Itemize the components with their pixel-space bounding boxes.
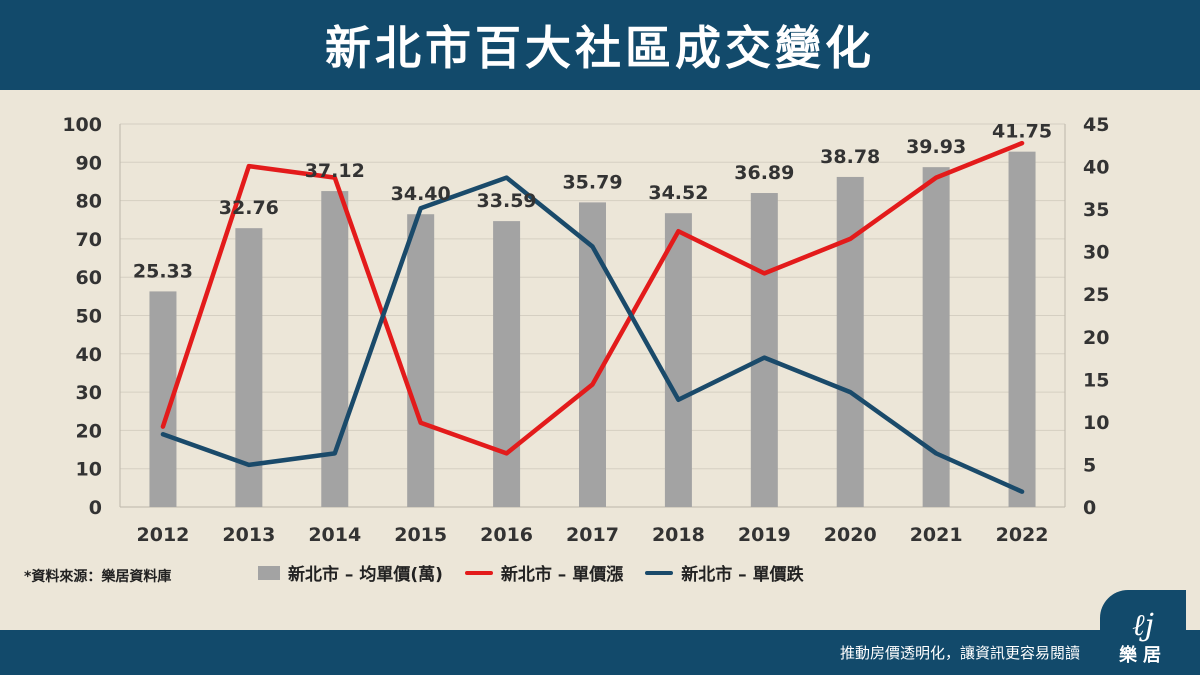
bar-2015 — [407, 214, 435, 507]
bar-data-label: 34.40 — [391, 183, 451, 205]
right-axis-tick-label: 40 — [1083, 157, 1109, 179]
left-axis-tick-label: 70 — [76, 229, 102, 251]
x-axis-tick-label: 2012 — [137, 524, 190, 546]
right-axis-tick-label: 10 — [1083, 412, 1109, 434]
source-note: *資料來源：樂居資料庫 — [24, 569, 172, 585]
left-axis-tick-label: 100 — [62, 114, 102, 136]
left-axis-tick-label: 30 — [76, 382, 102, 404]
left-axis-tick-label: 40 — [76, 344, 102, 366]
bar-2020 — [836, 176, 864, 507]
bar-data-label: 41.75 — [992, 121, 1052, 143]
page-title: 新北市百大社區成交變化 — [325, 21, 875, 75]
bar-2017 — [579, 202, 606, 507]
right-axis-tick-label: 25 — [1083, 284, 1109, 306]
right-axis-tick-label: 0 — [1083, 497, 1096, 519]
bar-data-label: 25.33 — [133, 260, 193, 282]
bar-data-label: 32.76 — [219, 197, 279, 219]
legend-label-fall: 新北市 – 單價跌 — [681, 565, 804, 585]
title-banner: 新北市百大社區成交變化 — [0, 0, 1200, 90]
brand-logo: ℓj 樂居 — [1100, 590, 1186, 675]
bar-data-label: 34.52 — [648, 182, 708, 204]
x-axis-tick-label: 2014 — [308, 524, 361, 546]
bar-data-label: 38.78 — [820, 146, 880, 168]
bar-data-label: 36.89 — [734, 162, 794, 184]
legend-swatch-rise — [464, 570, 493, 575]
x-axis-tick-label: 2013 — [222, 524, 275, 546]
left-axis-tick-label: 60 — [76, 267, 102, 289]
bar-2022 — [1008, 151, 1036, 507]
x-axis-tick-label: 2016 — [480, 524, 533, 546]
bar-data-label: 35.79 — [562, 171, 622, 193]
bar-2016 — [493, 221, 521, 508]
legend-item-rise: 新北市 – 單價漲 — [464, 560, 624, 585]
left-axis-tick-label: 10 — [76, 459, 102, 481]
left-axis-tick-label: 90 — [76, 152, 102, 174]
right-axis-tick-label: 45 — [1083, 114, 1109, 136]
fall-series-line — [160, 175, 1025, 494]
x-axis-tick-label: 2015 — [394, 524, 447, 546]
logo-text: 樂居 — [1119, 645, 1167, 666]
bar-data-label: 33.59 — [477, 190, 537, 212]
bar-2021 — [922, 167, 950, 507]
logo-mark: ℓj — [1132, 608, 1154, 643]
right-axis-tick-label: 15 — [1083, 369, 1109, 391]
chart-area: 0 10 20 30 40 50 60 70 80 90 100 0 5 10 15 20 25 30 35 40 45… — [0, 90, 1200, 630]
bar-2014 — [321, 191, 349, 507]
footer: 推動房價透明化，讓資訊更容易閱讀 — [0, 630, 1200, 675]
x-axis-tick-label: 2019 — [738, 524, 791, 546]
legend-item-fall: 新北市 – 單價跌 — [645, 560, 804, 585]
left-axis-tick-label: 0 — [89, 497, 102, 519]
left-axis-tick-label: 50 — [76, 306, 102, 328]
legend-label-rise: 新北市 – 單價漲 — [500, 565, 624, 585]
legend-swatch-fall — [645, 570, 674, 575]
legend-item-avg-price: 新北市 – 均單價(萬) — [258, 560, 443, 585]
x-axis-tick-label: 2022 — [996, 524, 1049, 546]
x-axis-tick-label: 2018 — [652, 524, 705, 546]
right-axis-tick-label: 20 — [1083, 327, 1109, 349]
x-axis-tick-label: 2021 — [910, 524, 963, 546]
bar-data-label: 39.93 — [906, 136, 966, 158]
x-axis-tick-label: 2017 — [566, 524, 619, 546]
right-axis-tick-label: 30 — [1083, 242, 1109, 264]
chart: 0 10 20 30 40 50 60 70 80 90 100 0 5 10 15 20 25 30 35 40 45… — [62, 114, 1109, 546]
legend-swatch-bar — [258, 565, 280, 580]
right-axis-tick-label: 35 — [1083, 199, 1109, 221]
right-axis-tick-label: 5 — [1083, 454, 1096, 476]
bar-data-label: 37.12 — [305, 160, 365, 182]
left-axis-tick-label: 80 — [76, 191, 102, 213]
bar-2019 — [750, 193, 778, 507]
left-axis-tick-label: 20 — [76, 420, 102, 442]
legend-label-avg-price: 新北市 – 均單價(萬) — [288, 565, 443, 585]
legend: 新北市 – 均單價(萬) 新北市 – 單價漲 新北市 – 單價跌 — [258, 560, 826, 585]
x-axis-tick-label: 2020 — [824, 524, 877, 546]
footer-slogan: 推動房價透明化，讓資訊更容易閱讀 — [839, 644, 1080, 662]
bar-2018 — [664, 213, 692, 507]
rise-series-line — [160, 140, 1025, 456]
